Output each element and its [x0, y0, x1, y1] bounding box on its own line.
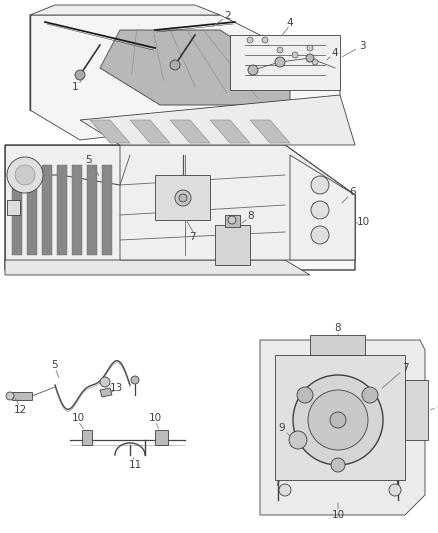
Polygon shape: [230, 35, 340, 90]
Circle shape: [312, 59, 318, 65]
Circle shape: [7, 157, 43, 193]
Text: 13: 13: [110, 383, 123, 393]
Polygon shape: [225, 215, 240, 227]
Circle shape: [330, 412, 346, 428]
Polygon shape: [310, 335, 365, 355]
Circle shape: [297, 387, 313, 403]
Polygon shape: [405, 380, 428, 440]
Text: 7: 7: [402, 363, 408, 373]
Polygon shape: [120, 145, 355, 260]
Polygon shape: [5, 145, 120, 270]
Polygon shape: [210, 120, 250, 143]
Polygon shape: [42, 165, 52, 255]
Circle shape: [311, 226, 329, 244]
Polygon shape: [260, 340, 425, 515]
Polygon shape: [72, 165, 82, 255]
Polygon shape: [275, 355, 405, 480]
Circle shape: [262, 37, 268, 43]
Circle shape: [228, 216, 236, 224]
Text: 4: 4: [287, 18, 293, 28]
Circle shape: [170, 60, 180, 70]
Polygon shape: [80, 95, 355, 145]
Text: 4: 4: [332, 48, 338, 58]
Circle shape: [247, 37, 253, 43]
Circle shape: [289, 431, 307, 449]
Polygon shape: [100, 30, 290, 105]
Circle shape: [277, 47, 283, 53]
Polygon shape: [155, 430, 168, 445]
Circle shape: [275, 57, 285, 67]
Circle shape: [175, 190, 191, 206]
Text: 10: 10: [332, 510, 345, 520]
Circle shape: [6, 392, 14, 400]
Polygon shape: [27, 165, 37, 255]
Text: 10: 10: [71, 413, 85, 423]
Text: 6: 6: [350, 187, 356, 197]
Circle shape: [292, 52, 298, 58]
Polygon shape: [100, 388, 112, 397]
Polygon shape: [82, 430, 92, 445]
Polygon shape: [87, 165, 97, 255]
Circle shape: [293, 375, 383, 465]
Circle shape: [279, 484, 291, 496]
Circle shape: [307, 45, 313, 51]
Polygon shape: [5, 145, 355, 270]
Text: 12: 12: [14, 405, 27, 415]
Text: 8: 8: [335, 323, 341, 333]
Polygon shape: [12, 392, 32, 400]
Circle shape: [15, 165, 35, 185]
Polygon shape: [102, 165, 112, 255]
Circle shape: [331, 458, 345, 472]
Text: 6: 6: [437, 403, 438, 413]
Text: 11: 11: [128, 460, 141, 470]
Polygon shape: [57, 165, 67, 255]
Circle shape: [248, 65, 258, 75]
Circle shape: [362, 387, 378, 403]
Circle shape: [179, 194, 187, 202]
Text: 5: 5: [86, 155, 92, 165]
Circle shape: [75, 70, 85, 80]
Polygon shape: [90, 120, 130, 143]
Text: 9: 9: [279, 423, 285, 433]
Polygon shape: [0, 0, 438, 295]
Text: 7: 7: [189, 232, 195, 242]
Circle shape: [311, 176, 329, 194]
Text: 5: 5: [52, 360, 58, 370]
Circle shape: [131, 376, 139, 384]
Circle shape: [100, 377, 110, 387]
Text: 10: 10: [148, 413, 162, 423]
Text: 1: 1: [72, 82, 78, 92]
Circle shape: [308, 390, 368, 450]
Circle shape: [311, 201, 329, 219]
Circle shape: [306, 54, 314, 62]
Text: 10: 10: [357, 217, 370, 227]
Polygon shape: [130, 120, 170, 143]
Polygon shape: [7, 200, 20, 215]
Circle shape: [389, 484, 401, 496]
Text: 3: 3: [359, 41, 365, 51]
Polygon shape: [290, 155, 355, 260]
Polygon shape: [12, 165, 22, 255]
Text: 8: 8: [247, 211, 254, 221]
Polygon shape: [170, 120, 210, 143]
Polygon shape: [215, 225, 250, 265]
Polygon shape: [250, 120, 290, 143]
Polygon shape: [5, 260, 310, 275]
Text: 2: 2: [225, 11, 231, 21]
Polygon shape: [155, 175, 210, 220]
Polygon shape: [30, 15, 340, 140]
Polygon shape: [30, 5, 220, 15]
